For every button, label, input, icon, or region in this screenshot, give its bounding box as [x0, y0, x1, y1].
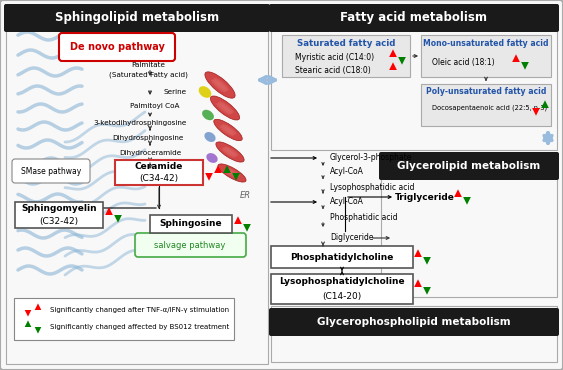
Text: Poly-unsaturated fatty acid: Poly-unsaturated fatty acid: [426, 87, 546, 97]
Polygon shape: [541, 100, 549, 108]
FancyBboxPatch shape: [135, 233, 246, 257]
Polygon shape: [521, 62, 529, 70]
Text: Serine: Serine: [163, 89, 186, 95]
FancyBboxPatch shape: [115, 160, 203, 185]
Polygon shape: [25, 320, 32, 327]
Polygon shape: [423, 257, 431, 265]
FancyBboxPatch shape: [6, 6, 268, 364]
Ellipse shape: [214, 78, 229, 90]
Polygon shape: [243, 224, 251, 232]
Text: Phosphatidylcholine: Phosphatidylcholine: [291, 252, 394, 262]
Polygon shape: [114, 215, 122, 223]
Text: Glycerolipid metabolism: Glycerolipid metabolism: [397, 161, 540, 171]
Text: Saturated fatty acid: Saturated fatty acid: [297, 38, 395, 47]
Text: Sphingosine: Sphingosine: [160, 219, 222, 229]
Ellipse shape: [206, 153, 218, 163]
Text: Sphingomyelin: Sphingomyelin: [21, 204, 97, 213]
Polygon shape: [532, 108, 540, 116]
Text: Ceramide: Ceramide: [135, 162, 183, 171]
Polygon shape: [512, 54, 520, 62]
Ellipse shape: [211, 96, 240, 120]
Text: SMase pathway: SMase pathway: [21, 166, 81, 175]
Text: Oleic acid (18:1): Oleic acid (18:1): [432, 57, 495, 67]
Ellipse shape: [225, 146, 239, 156]
Polygon shape: [205, 173, 213, 181]
Polygon shape: [223, 165, 231, 173]
Polygon shape: [234, 216, 242, 224]
Ellipse shape: [221, 148, 235, 158]
Text: Palmitoyl CoA: Palmitoyl CoA: [130, 103, 180, 109]
FancyBboxPatch shape: [269, 308, 559, 336]
Text: Diglyceride: Diglyceride: [330, 233, 373, 242]
Ellipse shape: [224, 169, 238, 178]
Ellipse shape: [225, 169, 239, 177]
Polygon shape: [414, 279, 422, 287]
Text: Acyl-CoA: Acyl-CoA: [330, 168, 364, 176]
Polygon shape: [414, 249, 422, 257]
Ellipse shape: [220, 101, 234, 113]
FancyBboxPatch shape: [59, 33, 175, 61]
Text: Lysophosphatidylcholine: Lysophosphatidylcholine: [279, 277, 405, 286]
FancyBboxPatch shape: [271, 306, 557, 362]
Text: Stearic acid (C18:0): Stearic acid (C18:0): [295, 65, 371, 74]
FancyBboxPatch shape: [4, 4, 270, 32]
Polygon shape: [454, 189, 462, 197]
Ellipse shape: [213, 79, 227, 91]
Text: ER: ER: [239, 191, 251, 199]
FancyBboxPatch shape: [282, 35, 410, 77]
FancyBboxPatch shape: [379, 152, 559, 180]
FancyBboxPatch shape: [421, 84, 551, 126]
Text: Lysophosphatidic acid: Lysophosphatidic acid: [330, 182, 414, 192]
Text: Dihydrosphingosine: Dihydrosphingosine: [112, 135, 184, 141]
Polygon shape: [214, 165, 222, 173]
Polygon shape: [25, 310, 32, 317]
FancyBboxPatch shape: [14, 298, 234, 340]
Text: salvage pathway: salvage pathway: [154, 240, 226, 249]
Polygon shape: [389, 62, 397, 70]
Polygon shape: [35, 327, 41, 334]
Polygon shape: [389, 49, 397, 57]
FancyBboxPatch shape: [150, 215, 232, 233]
FancyBboxPatch shape: [381, 153, 557, 297]
Ellipse shape: [222, 124, 236, 134]
Ellipse shape: [211, 80, 226, 92]
Text: Fatty acid metabolism: Fatty acid metabolism: [341, 11, 488, 24]
Polygon shape: [423, 287, 431, 295]
FancyBboxPatch shape: [271, 246, 413, 268]
Text: Glycerophospholipid metabolism: Glycerophospholipid metabolism: [317, 317, 511, 327]
Ellipse shape: [216, 142, 244, 162]
Polygon shape: [35, 303, 41, 310]
Ellipse shape: [218, 164, 246, 182]
Text: Significantly changed after TNF-α/IFN-γ stimulation: Significantly changed after TNF-α/IFN-γ …: [50, 307, 229, 313]
FancyBboxPatch shape: [269, 4, 559, 32]
Ellipse shape: [205, 72, 235, 98]
Ellipse shape: [220, 126, 234, 136]
Ellipse shape: [226, 168, 240, 176]
Text: Significantly changed affected by BS012 treatment: Significantly changed affected by BS012 …: [50, 324, 229, 330]
Text: De novo pathway: De novo pathway: [70, 42, 164, 52]
Polygon shape: [463, 197, 471, 205]
Ellipse shape: [214, 119, 242, 141]
Text: Docosapentaenoic acid (22:5, n-3): Docosapentaenoic acid (22:5, n-3): [432, 105, 547, 111]
Text: Dihydroceramide: Dihydroceramide: [119, 150, 181, 156]
FancyBboxPatch shape: [15, 202, 103, 228]
FancyBboxPatch shape: [421, 35, 551, 77]
Text: (C32-42): (C32-42): [39, 217, 79, 226]
Text: Acyl-CoA: Acyl-CoA: [330, 198, 364, 206]
Ellipse shape: [202, 110, 214, 120]
FancyBboxPatch shape: [271, 6, 557, 150]
Text: Sphingolipid metabolism: Sphingolipid metabolism: [55, 11, 219, 24]
Text: Mono-unsaturated fatty acid: Mono-unsaturated fatty acid: [423, 38, 549, 47]
Text: Phosphatidic acid: Phosphatidic acid: [330, 212, 397, 222]
FancyBboxPatch shape: [271, 274, 413, 304]
FancyBboxPatch shape: [12, 159, 90, 183]
Text: Palmitate: Palmitate: [131, 62, 165, 68]
Text: (Saturated Fatty acid): (Saturated Fatty acid): [109, 72, 187, 78]
Text: (C34-42): (C34-42): [140, 174, 178, 183]
Text: Triglyceride: Triglyceride: [395, 192, 455, 202]
Ellipse shape: [199, 86, 211, 98]
Text: Myristic acid (C14:0): Myristic acid (C14:0): [295, 53, 374, 61]
Text: (C14-20): (C14-20): [323, 292, 361, 301]
Ellipse shape: [221, 125, 235, 135]
